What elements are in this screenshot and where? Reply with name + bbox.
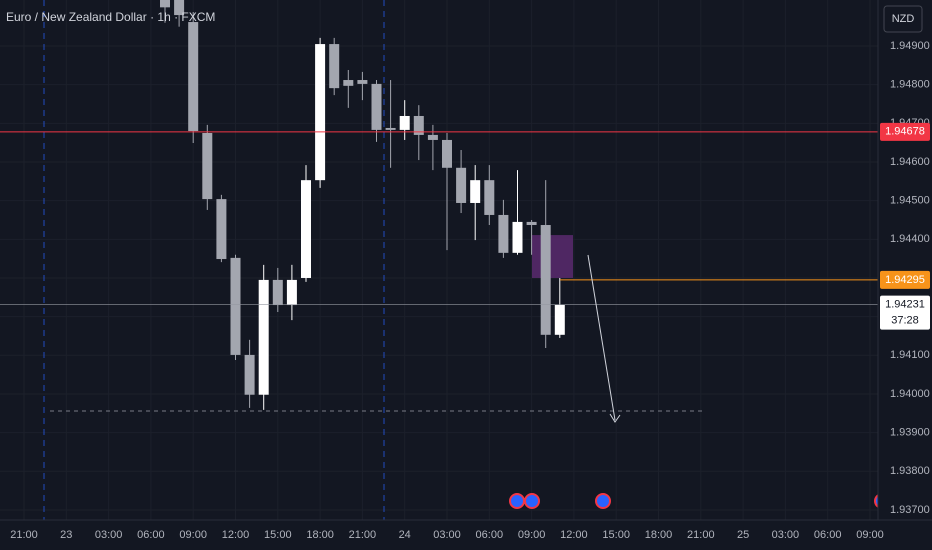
x-tick-label: 06:00 xyxy=(476,529,504,541)
arrow-head xyxy=(609,413,621,423)
candle-body xyxy=(315,44,326,181)
y-tick-label: 1.94900 xyxy=(890,40,930,52)
candle-body xyxy=(343,80,354,86)
candle-body xyxy=(329,44,340,89)
x-tick-label: 21:00 xyxy=(10,529,38,541)
x-tick-label: 06:00 xyxy=(814,529,842,541)
candle-body xyxy=(385,127,396,130)
x-tick-label: 24 xyxy=(399,529,411,541)
zone xyxy=(532,235,573,278)
event-icon[interactable] xyxy=(509,493,525,509)
y-tick-label: 1.94500 xyxy=(890,195,930,207)
last-price-label: 1.94231 xyxy=(885,299,925,311)
chart-title: Euro / New Zealand Dollar · 1h · FXCM xyxy=(6,10,215,24)
x-tick-label: 18:00 xyxy=(645,529,673,541)
price-label: 1.94678 xyxy=(885,126,925,138)
candle-body xyxy=(540,225,551,335)
x-tick-label: 21:00 xyxy=(349,529,377,541)
y-tick-label: 1.93700 xyxy=(890,504,930,516)
axis-labels: 1.93700 1.93800 1.93900 1.94000 1.94100 1.942… xyxy=(10,40,930,541)
x-tick-label: 15:00 xyxy=(602,529,630,541)
grid xyxy=(0,0,878,520)
price-label-box xyxy=(880,270,930,289)
x-tick-label: 23 xyxy=(60,529,72,541)
x-tick-label: 03:00 xyxy=(772,529,800,541)
x-tick-label: 09:00 xyxy=(856,529,884,541)
x-tick-label: 12:00 xyxy=(560,529,588,541)
last-price-box xyxy=(880,295,930,330)
x-tick-label: 09:00 xyxy=(179,529,207,541)
y-tick-label: 1.94400 xyxy=(890,233,930,245)
candle-body xyxy=(456,167,467,203)
y-tick-label: 1.94000 xyxy=(890,388,930,400)
x-tick-label: 12:00 xyxy=(222,529,250,541)
candle-body xyxy=(526,221,537,226)
price-label: 1.94295 xyxy=(885,274,925,286)
y-tick-label: 1.94800 xyxy=(890,79,930,91)
candle-body xyxy=(202,132,213,200)
candle-body xyxy=(371,83,382,130)
candle-body xyxy=(512,221,523,253)
candle-body xyxy=(498,214,509,253)
event-icon[interactable] xyxy=(595,493,611,509)
candle-body xyxy=(244,354,255,395)
candle-body xyxy=(216,199,227,260)
candle-body xyxy=(427,134,438,140)
candle-body xyxy=(442,139,452,168)
countdown: 37:28 xyxy=(891,315,919,327)
plot-area xyxy=(0,0,878,412)
candle-body xyxy=(413,115,424,135)
y-tick-label: 1.93900 xyxy=(890,427,930,439)
candle-body xyxy=(230,257,241,355)
price-label-box xyxy=(880,122,930,141)
x-tick-label: 15:00 xyxy=(264,529,292,541)
x-tick-label: 06:00 xyxy=(137,529,165,541)
candle-body xyxy=(399,115,410,130)
y-tick-label: 1.94100 xyxy=(890,349,930,361)
y-tick-label: 1.93800 xyxy=(890,465,930,477)
x-tick-label: 03:00 xyxy=(95,529,123,541)
x-tick-label: 09:00 xyxy=(518,529,546,541)
y-tick-label: 1.94600 xyxy=(890,156,930,168)
x-tick-label: 21:00 xyxy=(687,529,715,541)
currency-box[interactable] xyxy=(883,5,923,33)
x-tick-label: 03:00 xyxy=(433,529,461,541)
candle-body xyxy=(188,22,199,132)
candle-body xyxy=(258,279,269,395)
x-tick-label: 25 xyxy=(737,529,749,541)
candle-body xyxy=(272,279,283,306)
candle-body xyxy=(357,80,368,84)
currency: NZD xyxy=(892,13,915,25)
candle-body xyxy=(160,0,170,8)
candle-body xyxy=(301,180,311,278)
event-icon[interactable] xyxy=(524,493,540,509)
candle-body xyxy=(484,180,495,215)
arrow xyxy=(587,254,616,421)
candle-body xyxy=(554,304,565,335)
candle-body xyxy=(174,0,185,16)
candle-body xyxy=(470,180,481,203)
candle-body xyxy=(286,279,297,306)
x-tick-label: 18:00 xyxy=(306,529,334,541)
